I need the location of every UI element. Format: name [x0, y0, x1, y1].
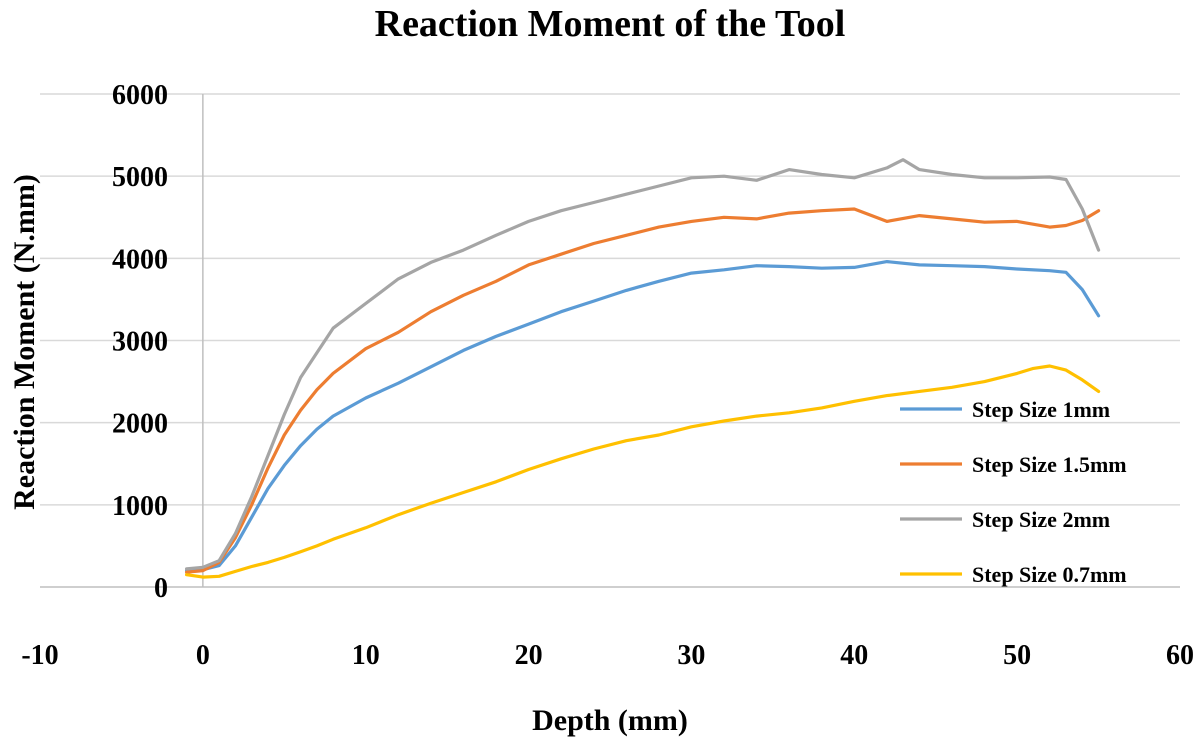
series-line-3	[185, 364, 1101, 579]
legend-label: Step Size 1mm	[972, 397, 1110, 422]
legend-label: Step Size 1.5mm	[972, 452, 1127, 477]
legend-label: Step Size 2mm	[972, 507, 1110, 532]
series-line-2	[185, 158, 1101, 571]
chart-title: Reaction Moment of the Tool	[375, 3, 846, 45]
x-tick-label: 0	[196, 640, 210, 671]
legend: Step Size 1mm Step Size 1.5mm Step Size 2m…	[900, 397, 1127, 587]
x-tick-label: 50	[1003, 640, 1031, 671]
x-tick-label: 40	[840, 640, 868, 671]
series-lines	[185, 158, 1101, 579]
gridlines	[40, 93, 1180, 506]
x-tick-label: 10	[352, 640, 380, 671]
x-tick-label: 30	[677, 640, 705, 671]
legend-label: Step Size 0.7mm	[972, 562, 1127, 587]
x-tick-label: -10	[21, 640, 58, 671]
series-line-1	[185, 207, 1101, 574]
y-tick-label: 2000	[112, 409, 168, 440]
y-tick-label: 3000	[112, 327, 168, 358]
series-line-0	[185, 260, 1101, 573]
y-axis-title: Reaction Moment (N.mm)	[8, 174, 41, 510]
y-tick-label: 4000	[112, 244, 168, 275]
y-tick-label: 5000	[112, 162, 168, 193]
tick-labels: 0 1000 2000 3000 4000 5000 6000 -10 0 10 20 30 40 50 6…	[21, 80, 1194, 671]
axes	[40, 94, 1180, 588]
y-tick-label: 6000	[112, 80, 168, 111]
y-tick-label: 1000	[112, 491, 168, 522]
x-axis-title: Depth (mm)	[532, 704, 688, 737]
y-tick-label: 0	[154, 573, 168, 604]
x-tick-label: 20	[515, 640, 543, 671]
x-tick-label: 60	[1166, 640, 1194, 671]
